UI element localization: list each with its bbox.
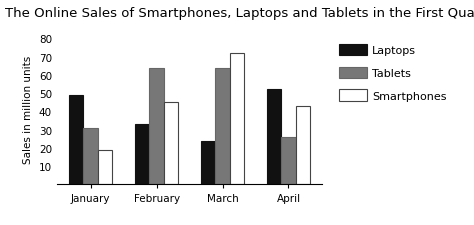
Text: The Online Sales of Smartphones, Laptops and Tablets in the First Quarter of 201: The Online Sales of Smartphones, Laptops…	[5, 7, 474, 20]
Bar	[149, 68, 164, 184]
Bar	[69, 95, 83, 184]
Bar	[296, 106, 310, 184]
Bar	[230, 54, 244, 184]
Bar	[281, 137, 296, 184]
Legend: Laptops, Tablets, Smartphones: Laptops, Tablets, Smartphones	[333, 39, 452, 107]
Y-axis label: Sales in million units: Sales in million units	[23, 55, 33, 163]
Bar	[164, 103, 178, 184]
Bar	[135, 125, 149, 184]
Bar	[83, 128, 98, 184]
Bar	[215, 68, 230, 184]
Bar	[98, 150, 112, 184]
Bar	[201, 141, 215, 184]
Bar	[267, 90, 281, 184]
